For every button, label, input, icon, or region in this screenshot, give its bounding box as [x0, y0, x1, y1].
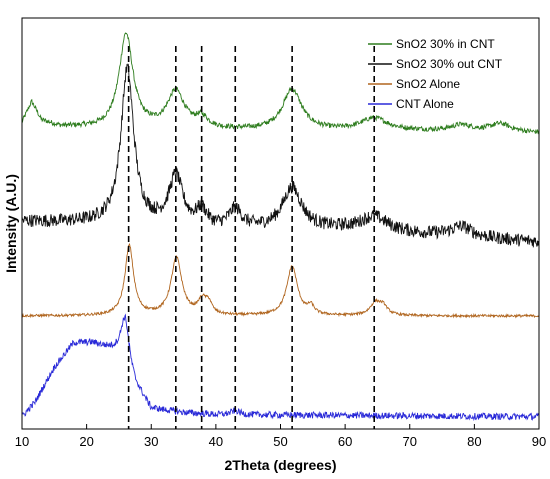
reference-lines: [127, 46, 376, 429]
x-tick-label: 60: [338, 434, 352, 449]
x-axis-ticks: 10 20 30 40 50 60 70 80 90: [15, 424, 546, 449]
plot-area: [21, 32, 540, 422]
plot-frame: [21, 17, 540, 430]
series-line-3: [21, 242, 540, 319]
series-line-2: [21, 63, 540, 248]
x-tick-label: 90: [532, 434, 546, 449]
series-line-4: [21, 313, 540, 422]
x-tick-label: 70: [403, 434, 417, 449]
x-tick-label: 10: [15, 434, 29, 449]
legend-label-1: SnO2 30% in CNT: [396, 37, 495, 51]
legend-label-3: SnO2 Alone: [396, 77, 460, 91]
legend-label-4: CNT Alone: [396, 97, 454, 111]
legend-label-2: SnO2 30% out CNT: [396, 57, 503, 71]
x-tick-label: 50: [273, 434, 287, 449]
legend: SnO2 30% in CNT SnO2 30% out CNT SnO2 Alon…: [368, 37, 503, 111]
x-tick-label: 80: [467, 434, 481, 449]
x-tick-label: 40: [209, 434, 223, 449]
series-line-1: [21, 32, 540, 135]
x-tick-label: 20: [79, 434, 93, 449]
x-axis-title: 2Theta (degrees): [224, 457, 336, 473]
x-tick-label: 30: [144, 434, 158, 449]
y-axis-title: Intensity (A.U.): [3, 174, 19, 273]
